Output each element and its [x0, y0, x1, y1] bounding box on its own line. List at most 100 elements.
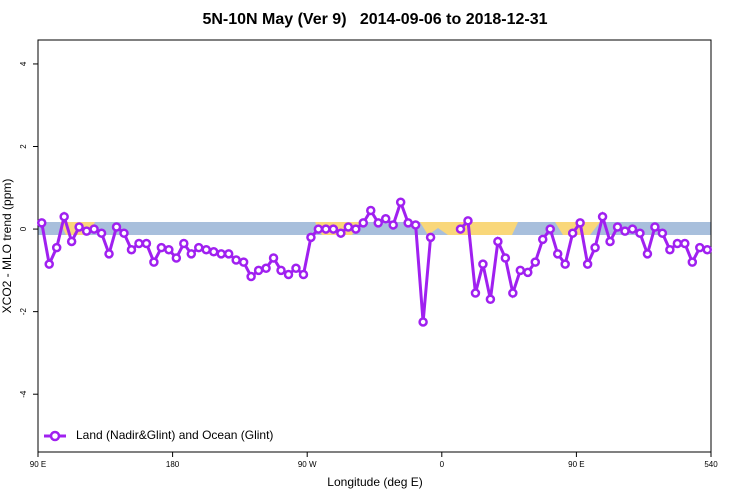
data-point: [582, 259, 593, 269]
data-point: [268, 253, 279, 263]
data-point: [612, 222, 623, 232]
data-point: [186, 249, 197, 259]
y-axis-label: XCO2 - MLO trend (ppm): [0, 179, 14, 314]
data-point: [410, 220, 421, 230]
data-point: [208, 247, 219, 257]
y-tick-label: 0: [19, 226, 28, 231]
data-point: [156, 242, 167, 253]
data-point: [201, 244, 211, 255]
data-point: [538, 234, 548, 245]
y-tick-label: 4: [19, 61, 28, 66]
data-point: [223, 249, 234, 259]
data-point: [74, 222, 84, 232]
data-point: [51, 242, 62, 253]
data-point: [545, 224, 555, 234]
data-point: [418, 317, 428, 327]
data-point: [500, 253, 511, 263]
data-line: [459, 210, 708, 300]
data-point: [81, 226, 92, 236]
data-point: [620, 226, 630, 236]
data-point: [66, 236, 77, 247]
x-tick-label: 540: [704, 460, 718, 469]
chart-title: 5N-10N May (Ver 9) 2014-09-06 to 2018-12…: [202, 11, 547, 28]
y-tick-label: -4: [19, 390, 28, 398]
data-point: [238, 257, 249, 267]
x-tick-label: 90 W: [298, 460, 317, 469]
data-point: [283, 269, 294, 280]
data-point: [515, 265, 526, 276]
data-point: [141, 238, 152, 249]
data-point: [351, 224, 361, 234]
data-point: [373, 218, 383, 228]
data-point: [291, 263, 301, 274]
data-point: [194, 242, 204, 253]
data-point: [179, 238, 189, 249]
data-point: [567, 228, 578, 238]
data-point: [425, 232, 436, 243]
data-point: [650, 222, 660, 232]
data-point: [493, 236, 503, 247]
x-tick-label: 90 E: [568, 460, 584, 469]
data-point: [687, 257, 698, 267]
data-point: [44, 259, 54, 269]
data-point: [508, 288, 518, 298]
x-tick-label: 180: [166, 460, 180, 469]
data-point: [321, 224, 331, 234]
data-point: [36, 218, 47, 228]
data-point: [680, 238, 690, 249]
data-point: [695, 242, 705, 253]
data-point: [231, 255, 241, 265]
data-point: [395, 197, 406, 207]
data-point: [627, 224, 638, 234]
data-point: [216, 249, 226, 259]
plot-frame: [37, 39, 712, 453]
data-point: [134, 238, 144, 249]
data-point: [261, 263, 271, 274]
data-point: [358, 218, 369, 228]
data-point: [164, 244, 174, 255]
ocean-band: [38, 222, 711, 235]
data-point: [485, 294, 496, 305]
data-point: [552, 249, 563, 259]
data-point: [276, 265, 286, 276]
data-point: [96, 228, 107, 238]
x-tick-label: 0: [440, 460, 445, 469]
data-point: [313, 224, 324, 234]
x-tick-label: 90 E: [30, 460, 46, 469]
data-point: [119, 228, 129, 238]
y-tick-label: -2: [19, 308, 28, 316]
data-point: [298, 269, 309, 280]
data-point: [635, 228, 645, 238]
data-point: [470, 288, 481, 298]
data-point: [89, 224, 99, 234]
data-point: [597, 211, 608, 222]
data-point: [126, 244, 137, 255]
data-point: [336, 228, 346, 238]
data-point: [111, 222, 122, 232]
data-point: [388, 220, 398, 230]
data-point: [530, 257, 541, 267]
data-point: [246, 271, 256, 282]
data-point: [104, 249, 114, 259]
data-point: [560, 259, 570, 269]
data-point: [253, 265, 264, 276]
data-point: [672, 238, 683, 249]
data-point: [328, 224, 339, 234]
data-point: [665, 244, 675, 255]
data-point: [380, 214, 391, 224]
data-point: [171, 253, 182, 263]
data-point: [59, 211, 69, 222]
data-point: [657, 228, 668, 238]
y-tick-label: 2: [19, 144, 28, 149]
data-point: [702, 244, 713, 255]
data-point: [455, 224, 466, 234]
data-point: [403, 218, 413, 228]
data-point: [575, 218, 585, 228]
data-point: [149, 257, 159, 267]
data-point: [590, 242, 600, 253]
data-point: [642, 249, 653, 259]
data-point: [523, 267, 533, 278]
legend-marker: [49, 430, 61, 442]
data-point: [306, 232, 316, 243]
